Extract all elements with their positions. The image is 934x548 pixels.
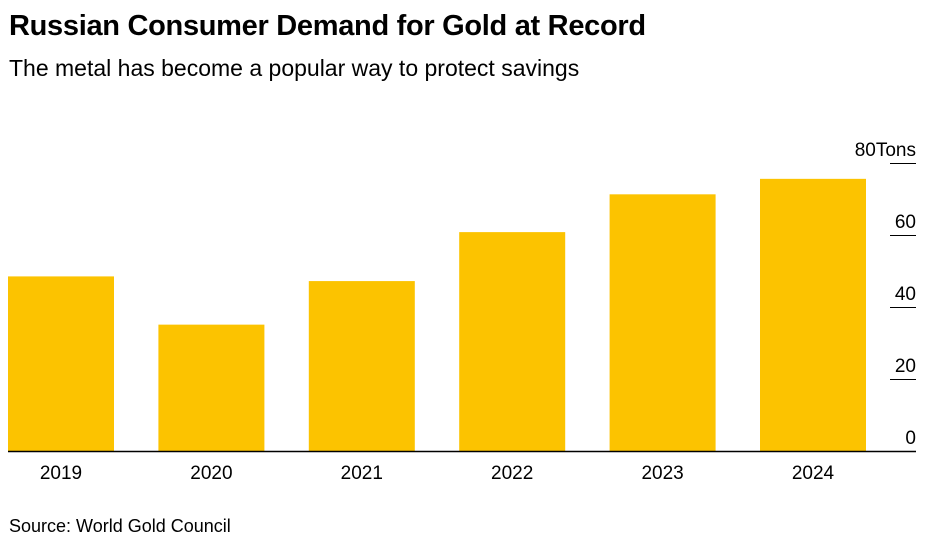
bar-2019 [8, 276, 114, 451]
y-axis: 0 20 40 60 80Tons [855, 140, 916, 449]
x-tick-label: 2022 [491, 463, 533, 484]
source-note: Source: World Gold Council [9, 516, 231, 536]
x-tick-label: 2024 [792, 463, 835, 484]
x-tick-label: 2020 [190, 463, 232, 484]
bar-2022 [459, 232, 566, 451]
bar-chart: 0 20 40 60 80Tons 2019 2020 2021 2022 2023 2024 [8, 140, 916, 484]
x-tick-label: 2023 [641, 463, 683, 484]
y-tick-label: 20 [895, 356, 916, 377]
chart-subtitle: The metal has become a popular way to pr… [9, 55, 580, 81]
bar-2020 [158, 324, 265, 451]
bars-group [8, 178, 866, 451]
y-tick-label: 60 [895, 212, 916, 233]
y-tick-label: 40 [895, 284, 916, 305]
y-unit-label: Tons [876, 140, 916, 161]
bar-2021 [308, 281, 415, 451]
x-axis: 2019 2020 2021 2022 2023 2024 [40, 463, 835, 484]
x-tick-label: 2019 [40, 463, 82, 484]
bar-2024 [760, 178, 866, 451]
chart-title: Russian Consumer Demand for Gold at Reco… [9, 10, 646, 42]
bar-2023 [609, 194, 716, 451]
y-tick-label: 0 [905, 428, 916, 449]
x-tick-label: 2021 [341, 463, 383, 484]
y-tick-label: 80Tons [855, 140, 916, 161]
